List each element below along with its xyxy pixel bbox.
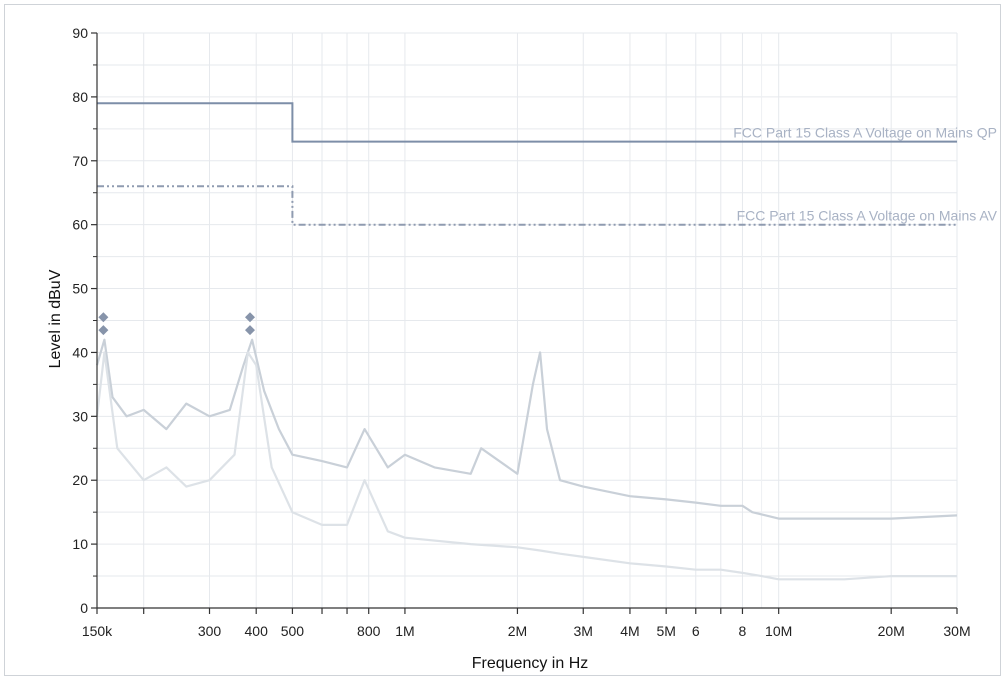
x-tick-label: 500: [281, 623, 305, 639]
limit-label-1: FCC Part 15 Class A Voltage on Mains AV: [737, 208, 998, 224]
peak-marker: [245, 325, 256, 336]
x-tick-label: 3M: [574, 623, 593, 639]
y-tick-label: 40: [72, 344, 88, 360]
y-tick-label: 10: [72, 536, 88, 552]
y-tick-label: 60: [72, 217, 88, 233]
x-tick-label: 8: [739, 623, 747, 639]
x-tick-label: 400: [245, 623, 269, 639]
peak-marker: [98, 325, 109, 336]
limit-line-0: [97, 102, 957, 143]
y-tick-label: 20: [72, 472, 88, 488]
limit-lines: FCC Part 15 Class A Voltage on Mains QP F…: [97, 102, 998, 226]
series-line-1: [95, 351, 957, 581]
x-tick-label: 2M: [508, 623, 527, 639]
y-tick-label: 90: [72, 25, 88, 41]
tick-labels: 0 10 20 30 40 50 60 70 80 90 150k 300 400 500 800 1M 2M 3…: [72, 25, 970, 639]
x-tick-label: 300: [198, 623, 222, 639]
y-tick-label: 30: [72, 408, 88, 424]
measurement-series: [95, 338, 958, 581]
chart-frame: [4, 4, 1001, 676]
y-axis-title: Level in dBuV: [47, 269, 64, 368]
x-tick-label: 1M: [395, 623, 414, 639]
y-tick-label: 70: [72, 153, 88, 169]
x-tick-label: 30M: [943, 623, 970, 639]
x-tick-label: 150k: [82, 623, 113, 639]
x-tick-label: 10M: [765, 623, 792, 639]
series-line-0: [95, 338, 958, 520]
peak-markers: [98, 312, 256, 336]
peak-marker: [98, 312, 109, 323]
x-tick-label: 20M: [878, 623, 905, 639]
y-tick-label: 80: [72, 89, 88, 105]
x-tick-label: 800: [357, 623, 381, 639]
limit-line-1: [97, 185, 957, 226]
y-tick-label: 0: [80, 600, 88, 616]
grid: [96, 32, 958, 609]
axes: [91, 32, 958, 614]
x-tick-label: 6: [692, 623, 700, 639]
limit-label-0: FCC Part 15 Class A Voltage on Mains QP: [733, 125, 997, 141]
x-tick-label: 5M: [656, 623, 675, 639]
peak-marker: [245, 312, 256, 323]
x-tick-label: 4M: [620, 623, 639, 639]
y-tick-label: 50: [72, 281, 88, 297]
x-axis-title: Frequency in Hz: [472, 655, 589, 672]
